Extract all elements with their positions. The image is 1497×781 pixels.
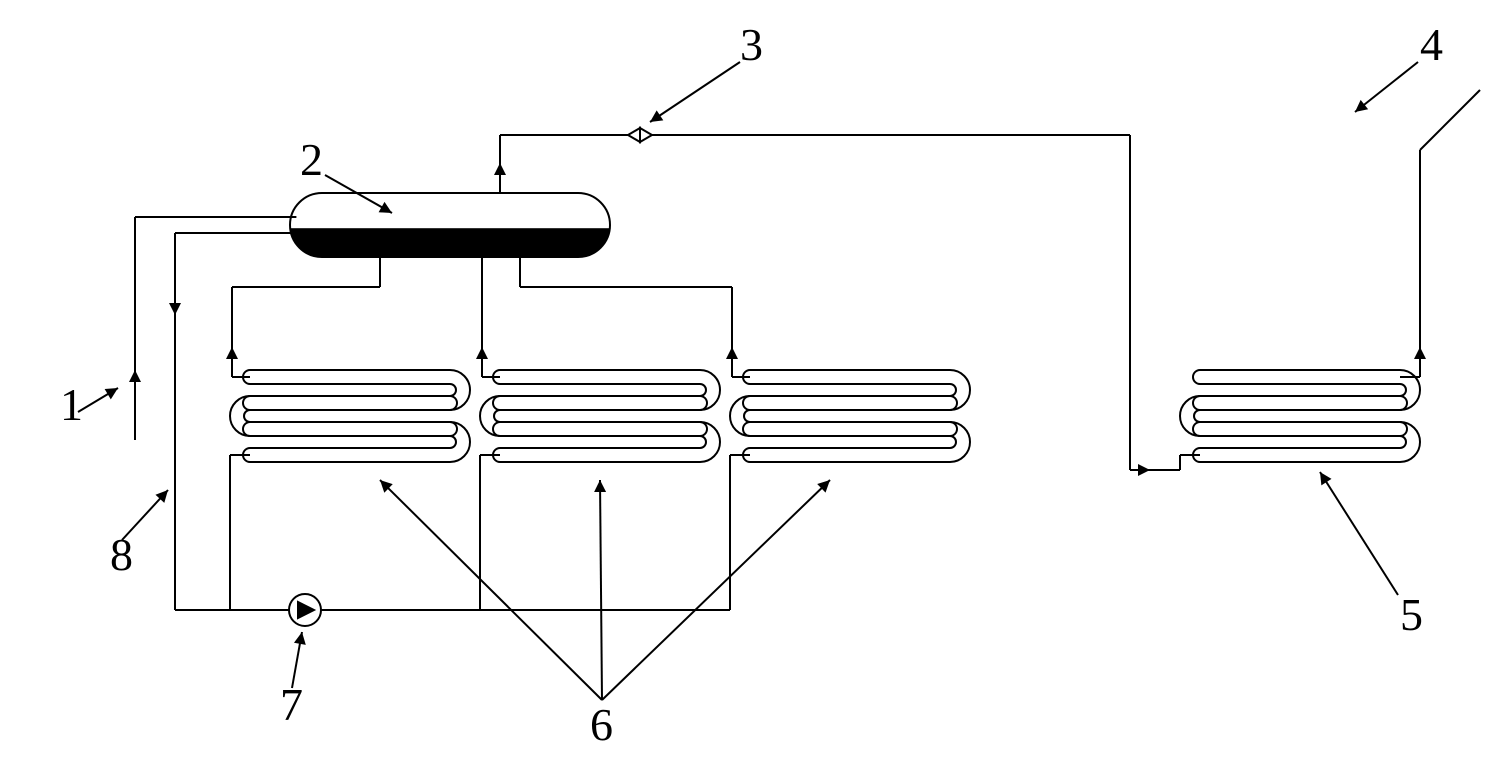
callout-label-8: 8 bbox=[110, 529, 133, 580]
steam-valve-left bbox=[628, 128, 640, 142]
callout-label-4: 4 bbox=[1420, 19, 1443, 70]
callout-label-1: 1 bbox=[60, 379, 83, 430]
callout-label-3: 3 bbox=[740, 19, 763, 70]
callout-label-5: 5 bbox=[1400, 589, 1423, 640]
callout-label-6: 6 bbox=[590, 699, 613, 750]
callout-label-7: 7 bbox=[280, 679, 303, 730]
steam-drum bbox=[288, 191, 612, 257]
callout-label-2: 2 bbox=[300, 134, 323, 185]
steam-valve-right bbox=[640, 128, 652, 142]
